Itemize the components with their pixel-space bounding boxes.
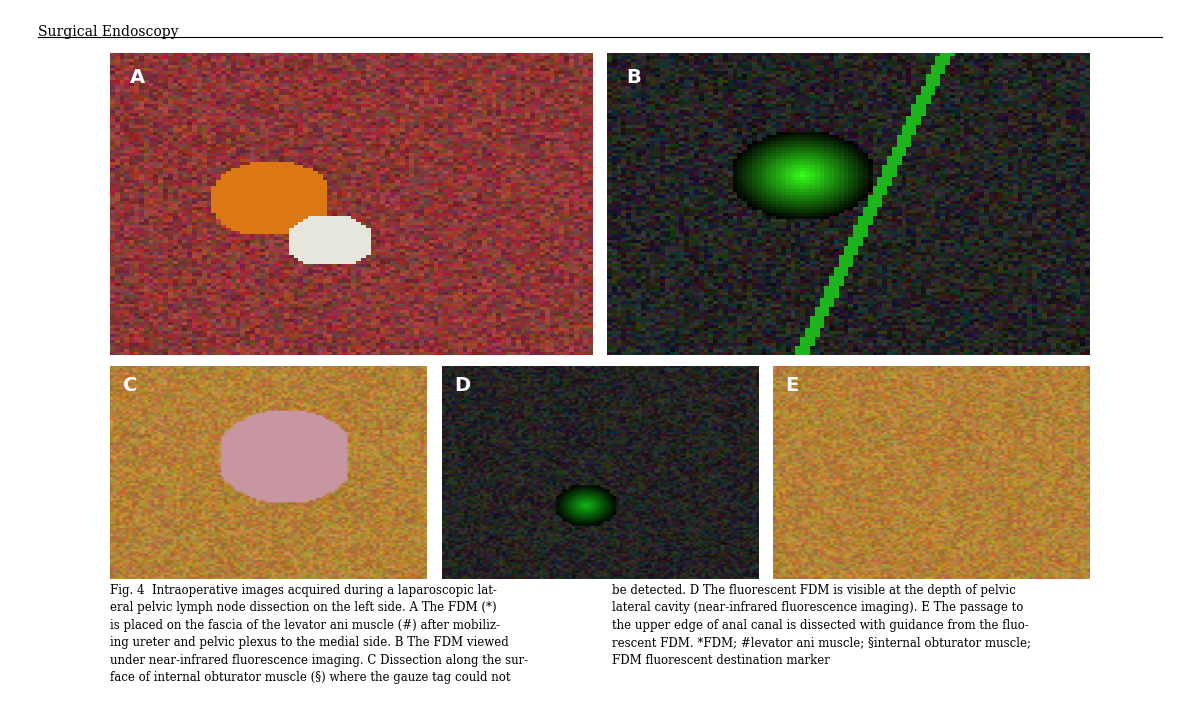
Text: B: B	[626, 68, 641, 87]
Text: A: A	[130, 68, 145, 87]
Text: Surgical Endoscopy: Surgical Endoscopy	[38, 25, 179, 39]
Text: Fig. 4  Intraoperative images acquired during a laparoscopic lat-
eral pelvic ly: Fig. 4 Intraoperative images acquired du…	[110, 584, 529, 684]
Text: be detected. D The fluorescent FDM is visible at the depth of pelvic
lateral cav: be detected. D The fluorescent FDM is vi…	[612, 584, 1031, 667]
Text: D: D	[455, 376, 470, 395]
Text: C: C	[124, 376, 138, 395]
Text: E: E	[786, 376, 799, 395]
